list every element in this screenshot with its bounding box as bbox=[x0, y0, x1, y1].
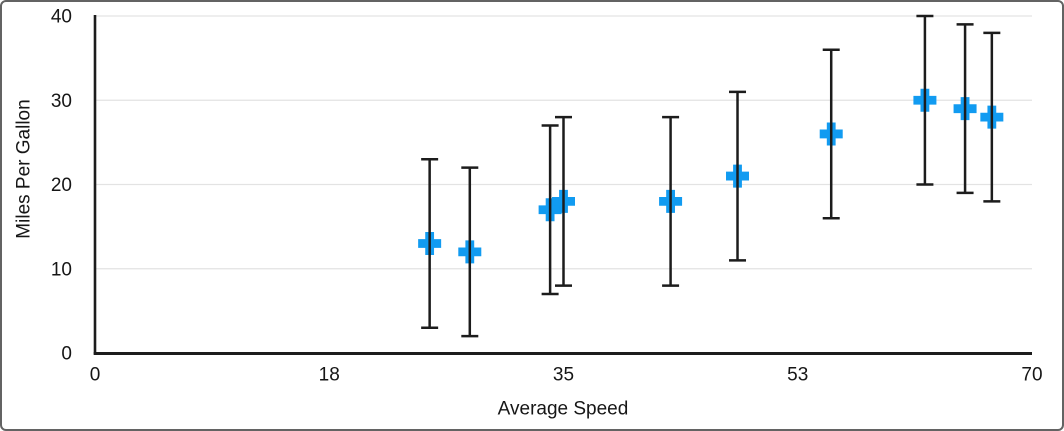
error-bar[interactable] bbox=[421, 157, 439, 329]
y-tick-label: 40 bbox=[51, 7, 72, 28]
x-tick-label: 53 bbox=[787, 365, 808, 386]
y-tick-label: 10 bbox=[51, 259, 72, 280]
x-tick-label: 35 bbox=[553, 365, 574, 386]
error-bar[interactable] bbox=[983, 31, 1001, 203]
error-bar[interactable] bbox=[729, 90, 747, 262]
error-bar[interactable] bbox=[541, 124, 559, 296]
error-bar[interactable] bbox=[916, 14, 934, 186]
y-tick-label: 0 bbox=[61, 344, 72, 365]
x-axis-title: Average Speed bbox=[498, 399, 629, 420]
x-tick-label: 18 bbox=[319, 365, 340, 386]
error-bar[interactable] bbox=[956, 23, 974, 195]
y-axis-title: Miles Per Gallon bbox=[14, 99, 35, 238]
error-bar[interactable] bbox=[662, 115, 680, 287]
x-tick-label: 70 bbox=[1021, 365, 1042, 386]
y-tick-label: 30 bbox=[51, 91, 72, 112]
error-bar[interactable] bbox=[822, 48, 840, 220]
error-bar[interactable] bbox=[555, 115, 572, 287]
y-tick-label: 20 bbox=[51, 175, 72, 196]
error-bar[interactable] bbox=[461, 166, 479, 338]
x-tick-label: 0 bbox=[90, 365, 101, 386]
